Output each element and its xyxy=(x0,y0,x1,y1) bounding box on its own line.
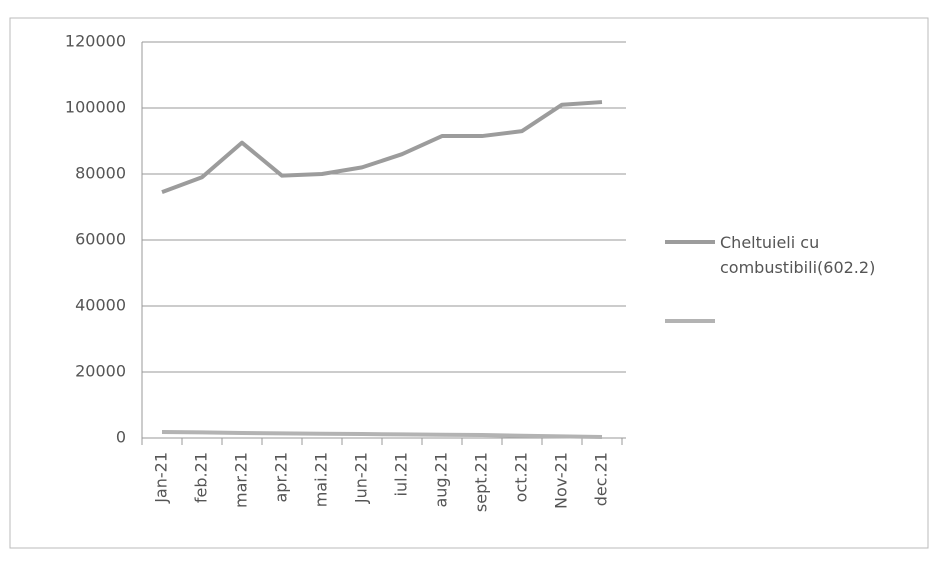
x-tick-label: apr.21 xyxy=(272,452,291,503)
x-tick-label: Jun-21 xyxy=(352,452,371,504)
y-tick-label: 0 xyxy=(116,428,126,447)
x-tick-label: Nov-21 xyxy=(552,452,571,509)
x-tick-label: iul.21 xyxy=(392,452,411,496)
x-tick-label: aug.21 xyxy=(432,452,451,508)
line-series xyxy=(161,100,603,195)
legend-label: Cheltuieli cu combustibili(602.2) xyxy=(720,233,876,277)
x-tick-label: Jan-21 xyxy=(152,452,171,504)
y-tick-label: 100000 xyxy=(65,98,126,117)
y-tick-label: 20000 xyxy=(75,362,126,381)
x-tick-label: sept.21 xyxy=(472,452,491,512)
y-tick-label: 120000 xyxy=(65,32,126,51)
x-tick-label: oct.21 xyxy=(512,452,531,502)
chart-border xyxy=(9,17,929,549)
x-tick-label: dec.21 xyxy=(592,452,611,506)
x-tick-label: mar.21 xyxy=(232,452,251,508)
x-tick-label: feb.21 xyxy=(192,452,211,503)
y-tick-label: 60000 xyxy=(75,230,126,249)
line-series xyxy=(161,430,603,440)
y-tick-label: 80000 xyxy=(75,164,126,183)
y-tick-label: 40000 xyxy=(75,296,126,315)
x-tick-label: mai.21 xyxy=(312,452,331,507)
